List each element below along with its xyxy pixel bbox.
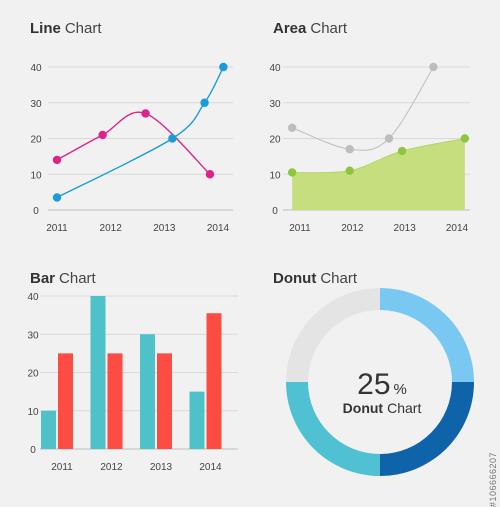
area-series-2-point [397, 146, 407, 156]
area-title-bold: Area [273, 20, 307, 37]
line-chart-plot: 0 10 20 30 40 2011 2012 2013 2014 [30, 62, 233, 234]
line-chart-title: Line Chart [30, 20, 102, 37]
line-series-1-line [56, 111, 211, 175]
donut-slice-4 [286, 288, 380, 382]
line-series-1-point [205, 170, 215, 179]
area-chart-title: Area Chart [273, 20, 347, 37]
line-x-tick: 2011 [46, 223, 68, 234]
line-y-tick: 20 [30, 135, 42, 146]
bar-2011-series-1 [41, 410, 56, 449]
donut-center-number: 25 [357, 368, 390, 401]
area-series-1-point [345, 145, 354, 154]
bar-2013-series-2 [157, 353, 172, 449]
donut-center-unit: % [394, 381, 407, 398]
area-series-1-point [429, 62, 438, 72]
area-y-tick: 40 [269, 63, 281, 74]
donut-slice-1 [380, 288, 474, 382]
bar-2012-series-2 [107, 353, 123, 449]
area-x-tick: 2012 [341, 223, 364, 234]
line-x-tick: 2012 [100, 223, 123, 234]
line-x-tick: 2013 [153, 223, 176, 234]
area-series-2-point [287, 168, 297, 177]
donut-chart-panel: Donut Chart 25% Donut Chart [250, 250, 500, 500]
bar-y-tick: 10 [27, 407, 39, 418]
area-series-1-point [287, 123, 297, 132]
area-series-fill [292, 138, 465, 210]
area-series-edge [292, 138, 465, 174]
bar-x-tick: 2013 [150, 462, 173, 473]
line-y-tick: 40 [30, 63, 42, 74]
line-series-2-point [52, 193, 62, 202]
area-x-tick: 2013 [394, 223, 417, 234]
area-title-rest: Chart [310, 20, 348, 37]
bar-2012-series-1 [90, 296, 106, 449]
bar-title-bold: Bar [30, 270, 56, 287]
bar-chart-plot: 0 10 20 30 40 2011 2012 2013 2014 [27, 292, 238, 473]
area-y-tick: 10 [269, 170, 281, 181]
area-trend-line [291, 66, 434, 151]
bar-y-tick: 20 [27, 369, 39, 380]
line-series-2-point [200, 98, 209, 107]
area-chart-plot: 0 10 20 30 40 2011 2012 2013 2014 [269, 62, 470, 234]
area-series-2-point [345, 166, 354, 175]
area-x-tick: 2014 [446, 223, 469, 234]
line-x-tick: 2014 [207, 223, 230, 234]
donut-chart-title: Donut Chart [273, 270, 357, 287]
line-series-1-point [52, 155, 62, 165]
area-chart-panel: Area Chart 0 10 20 30 40 2011 2012 2013 2014 [250, 0, 500, 250]
line-chart-panel: Line Chart 0 10 20 30 40 2011 2012 2013 2014 [0, 0, 250, 250]
bar-2014-series-1 [189, 391, 205, 449]
area-y-tick: 0 [272, 206, 278, 217]
donut-slice-3 [286, 382, 380, 476]
line-series-2-line [56, 66, 224, 199]
line-y-tick: 30 [30, 99, 42, 110]
area-y-tick: 30 [269, 99, 281, 110]
bar-y-tick: 40 [27, 292, 39, 303]
donut-center-label: Donut Chart [343, 400, 422, 416]
area-series-2-point [460, 134, 470, 143]
bar-2011-series-2 [58, 353, 73, 449]
line-series-1-point [98, 130, 107, 140]
area-series-1-point [384, 134, 394, 143]
bar-y-tick: 0 [30, 445, 36, 456]
line-y-tick: 10 [30, 170, 42, 181]
line-series-1-point [141, 109, 150, 118]
line-y-tick: 0 [33, 206, 39, 217]
bar-2014-series-2 [206, 313, 222, 449]
donut-title-rest: Chart [320, 270, 358, 287]
bar-chart-panel: Bar Chart 0 10 20 30 40 2011 2012 2013 2014 [0, 250, 250, 500]
watermark-id: #106666207 [488, 452, 498, 507]
line-title-bold: Line [30, 20, 61, 37]
donut-slice-2 [380, 382, 474, 476]
donut-center-label-rest: Chart [387, 400, 421, 416]
area-y-tick: 20 [269, 135, 281, 146]
bar-x-tick: 2012 [100, 462, 123, 473]
donut-center-value: 25% [357, 368, 407, 401]
line-series-2-point [168, 134, 177, 143]
bar-x-tick: 2014 [199, 462, 222, 473]
bar-2013-series-1 [140, 334, 155, 449]
line-series-2-point [219, 62, 228, 72]
donut-title-bold: Donut [273, 270, 317, 287]
donut-chart-plot: 25 %Donut Chart [286, 288, 474, 476]
bar-chart-title: Bar Chart [30, 270, 96, 287]
bar-title-rest: Chart [59, 270, 96, 287]
bar-y-tick: 30 [27, 330, 39, 341]
area-x-tick: 2011 [289, 223, 311, 234]
bar-x-tick: 2011 [51, 462, 73, 473]
donut-center-label-bold: Donut [343, 400, 384, 416]
line-title-rest: Chart [64, 20, 102, 37]
